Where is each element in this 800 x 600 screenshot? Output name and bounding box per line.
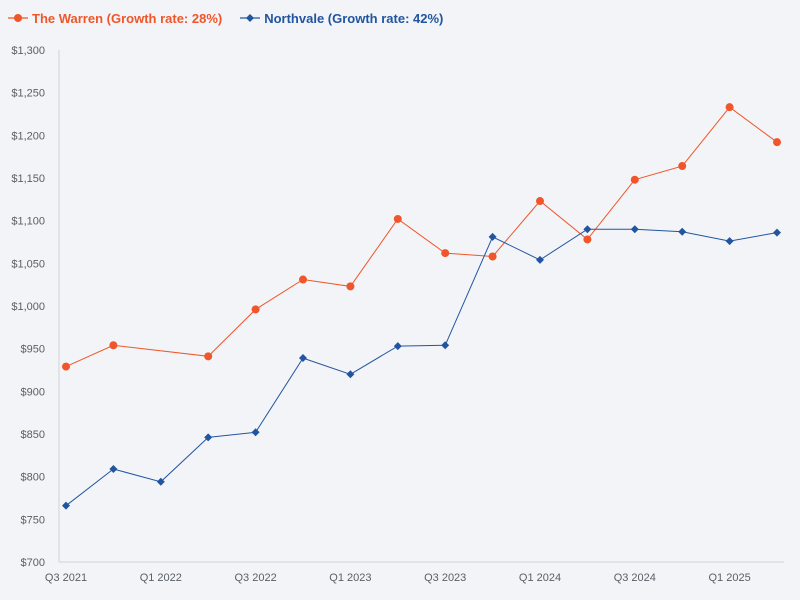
y-tick-label: $1,250 xyxy=(11,88,45,100)
data-point-the-warren[interactable] xyxy=(299,275,307,284)
y-tick-label: $900 xyxy=(21,386,45,398)
data-point-northvale[interactable] xyxy=(630,225,639,234)
data-point-the-warren[interactable] xyxy=(109,341,118,350)
legend: The Warren (Growth rate: 28%) Northvale … xyxy=(8,8,443,28)
x-tick-label: Q1 2022 xyxy=(140,572,182,584)
y-tick-label: $1,000 xyxy=(11,301,45,313)
legend-entry-northvale[interactable]: Northvale (Growth rate: 42%) xyxy=(240,11,443,26)
data-point-northvale[interactable] xyxy=(393,342,402,351)
data-point-northvale[interactable] xyxy=(536,255,544,264)
data-point-northvale[interactable] xyxy=(583,225,592,234)
x-tick-label: Q3 2024 xyxy=(614,572,656,584)
data-point-the-warren[interactable] xyxy=(62,362,70,371)
data-point-northvale[interactable] xyxy=(204,433,213,442)
y-tick-label: $850 xyxy=(21,429,45,441)
x-tick-label: Q3 2021 xyxy=(45,572,87,584)
data-point-northvale[interactable] xyxy=(251,428,260,437)
x-tick-label: Q3 2022 xyxy=(234,572,276,584)
data-point-the-warren[interactable] xyxy=(488,252,497,261)
x-tick-label: Q1 2023 xyxy=(329,572,371,584)
legend-label-northvale: Northvale (Growth rate: 42%) xyxy=(264,10,444,26)
data-point-the-warren[interactable] xyxy=(251,305,260,314)
x-tick-label: Q1 2024 xyxy=(519,572,561,584)
y-tick-label: $1,150 xyxy=(11,173,45,185)
legend-entry-the-warren[interactable]: The Warren (Growth rate: 28%) xyxy=(8,11,222,26)
y-tick-label: $950 xyxy=(21,344,45,356)
y-tick-label: $700 xyxy=(21,557,45,569)
y-tick-label: $1,300 xyxy=(11,45,45,57)
y-tick-label: $1,050 xyxy=(11,258,45,270)
data-point-the-warren[interactable] xyxy=(630,175,639,184)
data-point-northvale[interactable] xyxy=(299,354,307,363)
data-point-the-warren[interactable] xyxy=(773,138,781,147)
legend-circle-marker-icon xyxy=(8,14,28,22)
data-point-the-warren[interactable] xyxy=(204,352,213,361)
x-tick-label: Q3 2023 xyxy=(424,572,466,584)
data-point-northvale[interactable] xyxy=(678,227,687,236)
y-tick-label: $750 xyxy=(21,514,45,526)
legend-diamond-marker-icon xyxy=(240,14,261,22)
data-point-the-warren[interactable] xyxy=(441,249,450,258)
data-point-the-warren[interactable] xyxy=(393,214,402,223)
data-point-northvale[interactable] xyxy=(441,341,450,350)
data-point-northvale[interactable] xyxy=(488,232,497,241)
data-point-the-warren[interactable] xyxy=(583,235,592,244)
data-point-northvale[interactable] xyxy=(346,370,355,379)
y-tick-label: $800 xyxy=(21,472,45,484)
series-line-the-warren xyxy=(65,106,778,368)
data-point-northvale[interactable] xyxy=(725,237,734,246)
legend-label-the-warren: The Warren (Growth rate: 28%) xyxy=(32,10,223,26)
x-tick-label: Q1 2025 xyxy=(708,572,750,584)
y-tick-label: $1,100 xyxy=(11,216,45,228)
data-point-the-warren[interactable] xyxy=(536,197,544,206)
y-tick-label: $1,200 xyxy=(11,130,45,142)
data-point-northvale[interactable] xyxy=(109,464,118,473)
data-point-the-warren[interactable] xyxy=(725,103,734,112)
data-point-northvale[interactable] xyxy=(773,228,781,237)
data-point-northvale[interactable] xyxy=(62,501,70,510)
data-point-the-warren[interactable] xyxy=(346,282,355,291)
data-point-the-warren[interactable] xyxy=(678,162,687,171)
data-point-northvale[interactable] xyxy=(156,477,165,486)
series-line-northvale xyxy=(65,228,778,507)
